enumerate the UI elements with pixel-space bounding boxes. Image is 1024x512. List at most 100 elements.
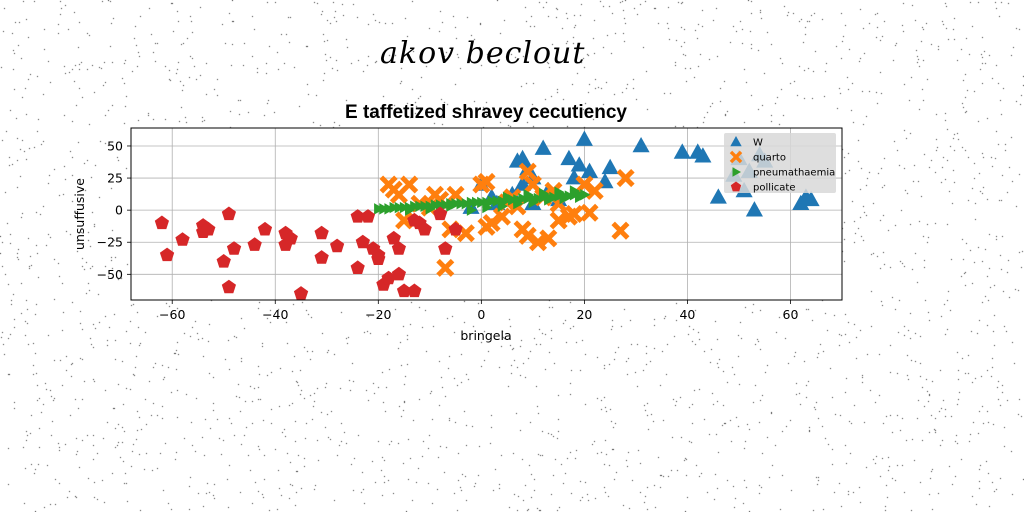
data-point xyxy=(154,215,169,230)
data-point xyxy=(247,237,262,251)
data-points xyxy=(154,130,820,300)
data-point xyxy=(386,230,401,245)
data-point xyxy=(283,230,298,245)
data-point xyxy=(221,206,236,221)
data-point xyxy=(523,189,534,201)
data-point xyxy=(159,247,175,262)
data-point xyxy=(461,198,472,210)
data-point xyxy=(709,188,727,204)
data-point xyxy=(544,194,555,206)
data-point xyxy=(569,185,581,197)
data-point xyxy=(673,143,691,159)
figure-suptitle: akov beclout xyxy=(380,36,586,71)
data-point xyxy=(415,200,426,212)
data-point xyxy=(441,199,452,211)
data-point xyxy=(575,130,593,146)
x-tick-label: −40 xyxy=(262,307,288,322)
data-point xyxy=(538,187,550,200)
data-point xyxy=(518,192,529,205)
data-point xyxy=(802,190,820,207)
data-point xyxy=(539,229,558,248)
data-point xyxy=(371,251,386,265)
y-tick-label: 0 xyxy=(115,203,123,218)
data-point xyxy=(466,196,478,209)
data-point xyxy=(399,201,411,214)
x-tick-label: 20 xyxy=(576,307,592,322)
data-point xyxy=(379,203,390,215)
data-point xyxy=(395,211,414,230)
data-point xyxy=(257,221,273,236)
data-point xyxy=(554,186,565,198)
data-point xyxy=(314,225,329,240)
x-tick-label: −60 xyxy=(159,307,185,322)
data-point xyxy=(384,203,395,215)
x-tick-label: −20 xyxy=(365,307,391,322)
data-point xyxy=(350,260,365,274)
legend-label: pollicate xyxy=(753,183,796,194)
data-point xyxy=(417,221,432,236)
data-point xyxy=(391,241,406,255)
plot-area xyxy=(131,128,842,300)
y-tick-label: −50 xyxy=(97,267,123,282)
x-axis-label: bringela xyxy=(460,328,511,343)
data-point xyxy=(560,149,578,166)
data-point xyxy=(456,198,467,210)
data-point xyxy=(407,283,422,298)
data-point xyxy=(477,196,488,209)
data-point xyxy=(448,221,463,236)
legend-label: pneumathaemia xyxy=(753,168,835,179)
data-point xyxy=(446,200,457,212)
data-point xyxy=(471,196,483,209)
data-point xyxy=(518,162,537,181)
data-point xyxy=(374,203,385,215)
data-point xyxy=(514,175,532,191)
x-tick-label: 40 xyxy=(679,307,695,322)
data-point xyxy=(492,207,511,226)
chart-title: E taffetized shravey cecutiency xyxy=(345,102,627,123)
series-pneumathaemia xyxy=(374,185,591,216)
data-point xyxy=(497,200,508,212)
data-point xyxy=(570,156,588,172)
data-point xyxy=(405,204,416,216)
data-point xyxy=(477,172,496,191)
data-point xyxy=(585,181,604,200)
data-point xyxy=(523,175,542,194)
legend-marker xyxy=(729,150,743,164)
data-point xyxy=(314,250,329,264)
data-point xyxy=(565,204,584,224)
data-point xyxy=(482,213,501,233)
data-point xyxy=(534,139,552,155)
y-axis-ticks: 50 25 0 −25 −50 xyxy=(97,138,131,282)
legend-label: quarto xyxy=(753,153,786,164)
data-point xyxy=(518,226,537,245)
data-point xyxy=(221,279,236,294)
data-point xyxy=(330,238,345,253)
data-point xyxy=(293,286,309,300)
data-point xyxy=(420,200,431,212)
data-point xyxy=(355,234,370,249)
x-tick-label: 0 xyxy=(477,307,485,322)
data-point xyxy=(492,195,503,207)
data-point xyxy=(360,209,376,223)
data-point xyxy=(580,162,599,178)
data-point xyxy=(400,175,419,194)
data-point xyxy=(226,241,242,255)
x-axis-ticks: −60 −40 −20 0 20 40 60 xyxy=(159,300,798,322)
data-point xyxy=(201,221,216,236)
data-point xyxy=(425,203,436,215)
data-point xyxy=(396,283,412,298)
data-point xyxy=(616,169,635,188)
data-point xyxy=(394,201,405,214)
data-point xyxy=(381,270,396,285)
data-point xyxy=(216,254,231,268)
legend-marker xyxy=(732,167,741,177)
data-point xyxy=(175,232,190,246)
plot-frame xyxy=(130,127,843,301)
x-tick-label: 60 xyxy=(783,307,799,322)
data-point xyxy=(389,201,400,214)
data-point xyxy=(456,224,475,243)
legend-label: W xyxy=(753,138,763,149)
data-point xyxy=(559,192,570,205)
series-pollicate xyxy=(154,206,463,300)
legend-box xyxy=(724,133,836,193)
